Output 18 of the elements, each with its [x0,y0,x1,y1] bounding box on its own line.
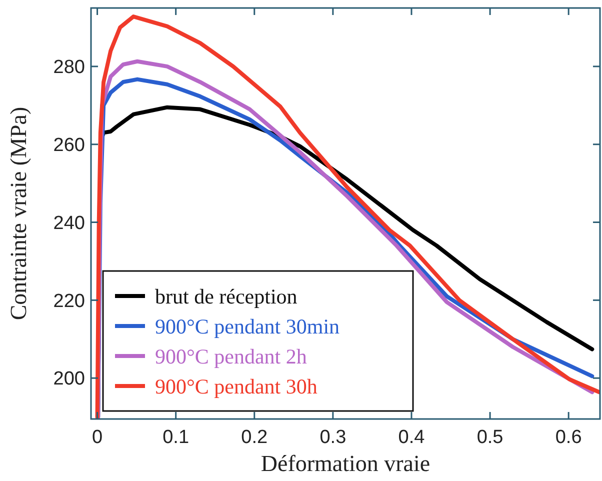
x-tick-label: 0.2 [241,427,268,448]
y-axis-title: Contrainte vraie (MPa) [6,106,31,320]
x-tick-label: 0.5 [476,427,504,448]
legend-label: brut de réception [155,284,298,308]
x-axis-title: Déformation vraie [260,451,430,476]
legend-label: 900°C pendant 30h [155,374,318,398]
y-tick-label: 260 [53,135,85,156]
x-tick-label: 0 [92,427,103,448]
y-tick-label: 200 [53,368,85,390]
x-tick-label: 0.1 [162,427,190,448]
x-tick-label: 0.4 [398,427,426,448]
legend-label: 900°C pendant 2h [155,344,308,368]
legend-label: 900°C pendant 30min [155,314,340,338]
y-tick-label: 240 [53,212,85,234]
y-tick-label: 280 [53,57,85,78]
y-tick-label: 220 [53,290,85,312]
x-tick-label: 0.3 [320,427,346,448]
x-tick-label: 0.6 [555,427,582,448]
